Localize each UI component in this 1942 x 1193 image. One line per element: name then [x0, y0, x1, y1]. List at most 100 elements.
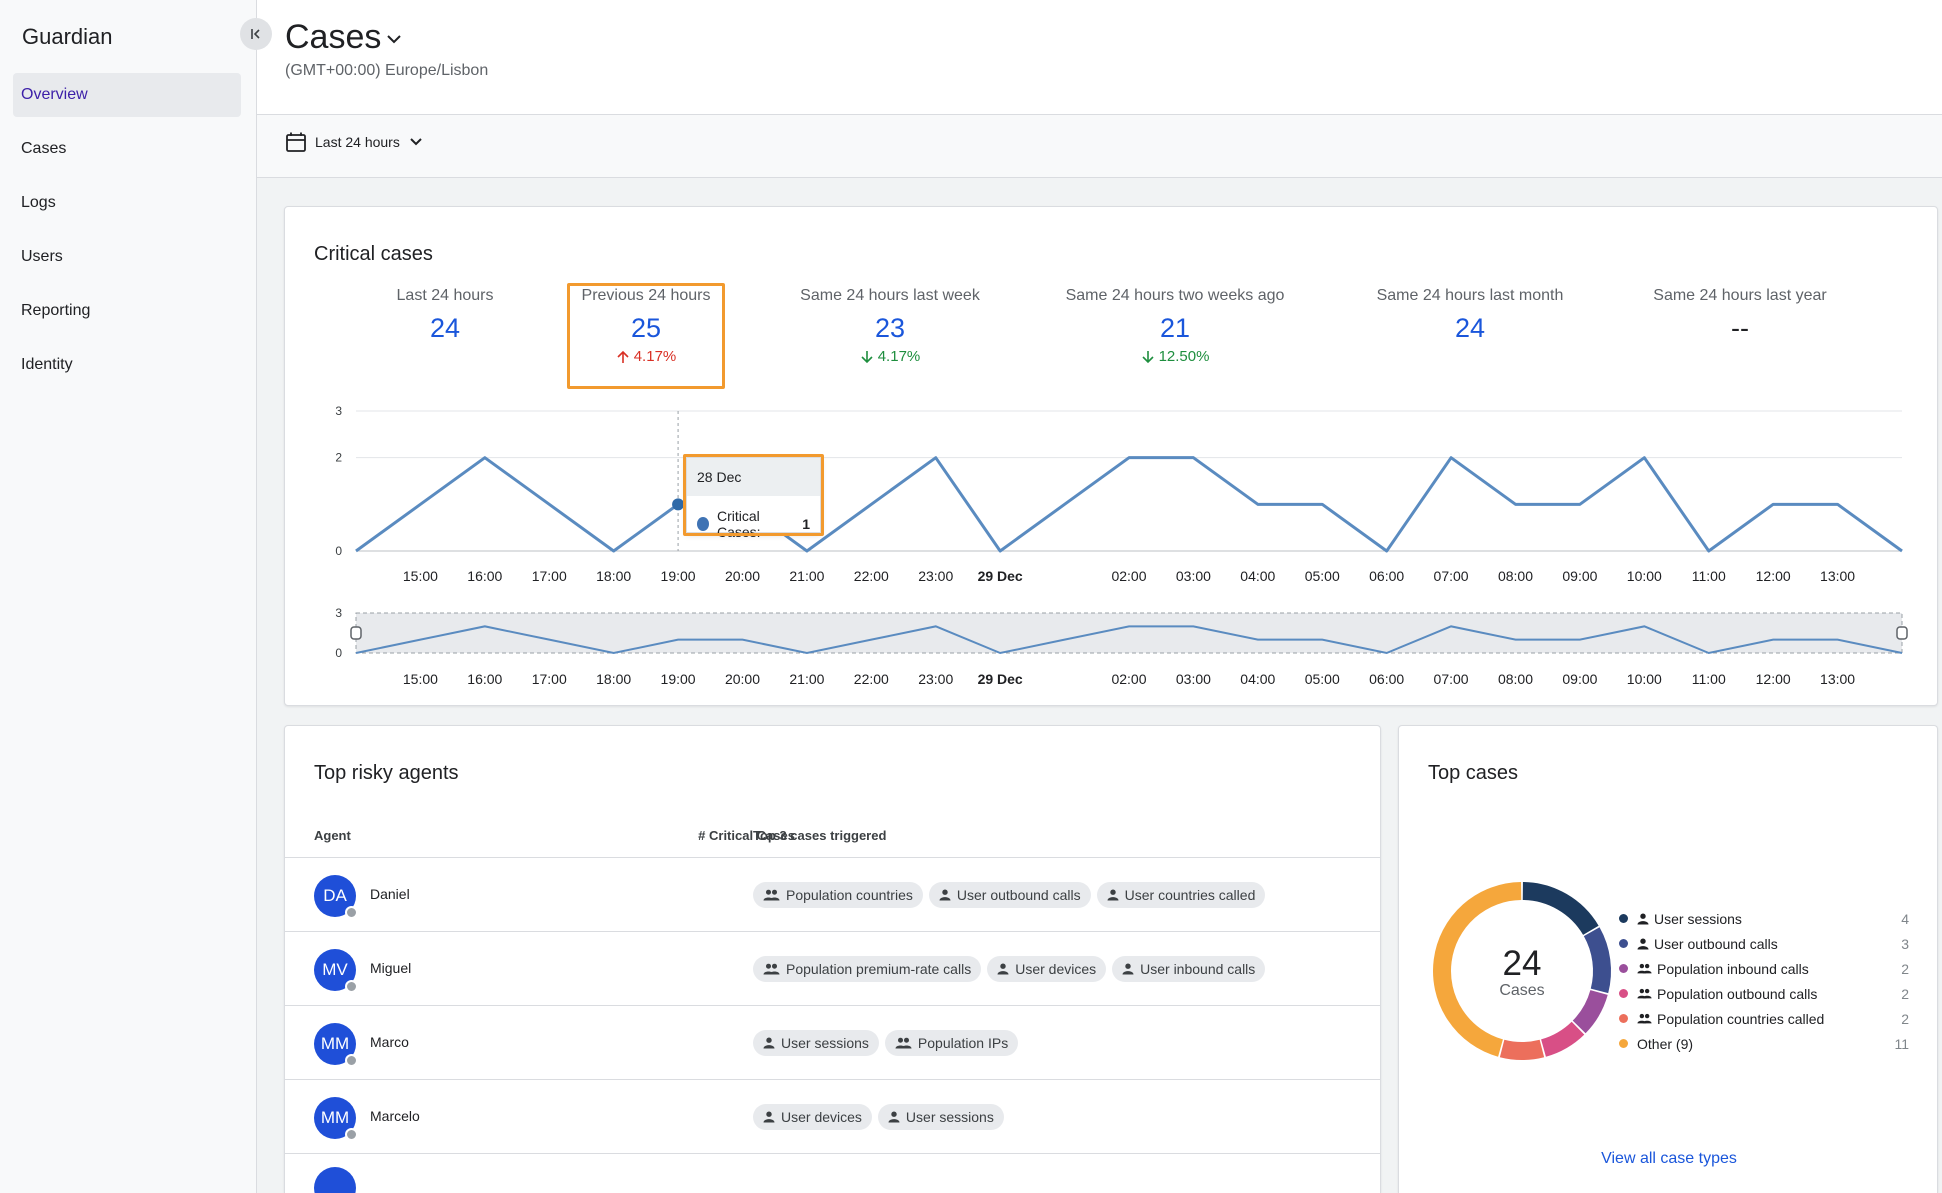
x-tick-label: 04:00 — [1240, 568, 1275, 584]
group-icon — [1637, 1013, 1652, 1024]
x-tick-label: 19:00 — [661, 568, 696, 584]
navigator-handle[interactable] — [350, 626, 362, 640]
top-risky-agents-card: Top risky agents Agent # Critical Cases … — [284, 725, 1381, 1193]
donut-slice[interactable] — [1572, 989, 1608, 1034]
group-icon — [763, 963, 780, 975]
legend-label: User sessions — [1654, 910, 1742, 927]
avatar: MM — [314, 1023, 358, 1067]
agent-name[interactable]: Marcelo — [370, 1108, 420, 1124]
time-range-dropdown[interactable]: Last 24 hours — [285, 131, 424, 153]
navigator-x-tick-label: 29 Dec — [978, 671, 1023, 687]
legend-item[interactable]: Population outbound calls 2 — [1619, 981, 1909, 1006]
filter-bar: Last 24 hours — [257, 115, 1942, 178]
case-chips: Population premium-rate calls User devic… — [753, 956, 1266, 982]
navigator-x-tick-label: 10:00 — [1627, 671, 1662, 687]
case-chip[interactable]: User outbound calls — [928, 882, 1091, 908]
legend-value: 2 — [1901, 985, 1909, 1002]
legend-item[interactable]: Population inbound calls 2 — [1619, 956, 1909, 981]
calendar-icon — [286, 132, 306, 152]
case-chip[interactable]: User countries called — [1096, 882, 1266, 908]
navigator-x-tick-label: 21:00 — [789, 671, 824, 687]
chevron-down-icon[interactable] — [385, 30, 403, 48]
person-icon — [1637, 913, 1649, 925]
card-title: Critical cases — [314, 243, 433, 265]
group-icon — [895, 1037, 912, 1049]
legend-item[interactable]: User sessions 4 — [1619, 906, 1909, 931]
top-cases-donut-chart[interactable] — [1427, 876, 1617, 1066]
case-chip[interactable]: User devices — [987, 956, 1107, 982]
kpi-label: Last 24 hours — [396, 287, 494, 304]
view-all-case-types-link[interactable]: View all case types — [1601, 1150, 1737, 1167]
x-tick-label: 07:00 — [1434, 568, 1469, 584]
navigator-x-tick-label: 22:00 — [854, 671, 889, 687]
x-tick-label: 06:00 — [1369, 568, 1404, 584]
arrow-down-icon — [1141, 350, 1154, 363]
table-row[interactable]: DA Daniel 4 Population countries User ou… — [285, 857, 1380, 931]
agent-name[interactable]: Miguel — [370, 960, 412, 976]
group-icon — [763, 889, 780, 901]
kpi-last-month: Same 24 hours last month 24 — [1355, 287, 1585, 344]
sidebar-item-identity[interactable]: Identity — [21, 356, 73, 373]
legend-item[interactable]: Other (9) 11 — [1619, 1031, 1909, 1056]
case-chip[interactable]: Population IPs — [884, 1030, 1019, 1056]
sidebar: Guardian Overview Cases Logs Users Repor… — [0, 0, 257, 1193]
kpi-value: 23 — [874, 313, 906, 343]
sidebar-item-logs[interactable]: Logs — [21, 194, 56, 211]
x-tick-label: 23:00 — [918, 568, 953, 584]
donut-slice[interactable] — [1522, 882, 1599, 936]
agent-name[interactable]: Daniel — [370, 886, 410, 902]
agent-name[interactable]: Marco — [370, 1034, 409, 1050]
legend-value: 4 — [1901, 910, 1909, 927]
donut-slice[interactable] — [1583, 927, 1611, 994]
case-chip[interactable]: User devices — [753, 1104, 872, 1130]
sidebar-item-cases[interactable]: Cases — [21, 140, 67, 157]
case-chip[interactable]: User inbound calls — [1112, 956, 1266, 982]
collapse-sidebar-button[interactable] — [240, 18, 272, 50]
status-indicator — [345, 1128, 358, 1141]
legend-item[interactable]: Population countries called 2 — [1619, 1006, 1909, 1031]
page-title[interactable]: Cases — [285, 18, 382, 56]
donut-slice[interactable] — [1540, 1021, 1585, 1057]
table-row[interactable]: MV Miguel 3 Population premium-rate call… — [285, 931, 1380, 1005]
table-row[interactable]: MM Marcelo 2 User devices User sessions — [285, 1079, 1380, 1153]
navigator-handle[interactable] — [1896, 626, 1908, 640]
tooltip-value: 1 — [802, 516, 810, 532]
sidebar-item-users[interactable]: Users — [21, 248, 63, 265]
donut-slice[interactable] — [1433, 882, 1522, 1057]
kpi-last-24h: Last 24 hours 24 — [345, 287, 545, 344]
case-chip[interactable]: Population premium-rate calls — [753, 956, 982, 982]
navigator-x-tick-label: 07:00 — [1434, 671, 1469, 687]
sidebar-item-reporting[interactable]: Reporting — [21, 302, 91, 319]
arrow-down-icon — [861, 350, 873, 363]
navigator-line — [355, 625, 1903, 655]
column-header-agent[interactable]: Agent — [314, 828, 351, 843]
navigator-x-tick-label: 08:00 — [1498, 671, 1533, 687]
kpi-delta: 12.50% — [1045, 348, 1305, 365]
kpi-last-year: Same 24 hours last year -- — [1625, 287, 1855, 344]
kpi-value: 25 — [630, 313, 662, 343]
avatar: DA — [314, 875, 358, 919]
sidebar-nav: Overview Cases Logs Users Reporting Iden… — [13, 73, 241, 397]
legend-item[interactable]: User outbound calls 3 — [1619, 931, 1909, 956]
navigator-x-tick-label: 18:00 — [596, 671, 631, 687]
table-row[interactable]: MM Marco 3 User sessions Population IPs — [285, 1005, 1380, 1079]
sidebar-item-overview[interactable]: Overview — [13, 73, 241, 117]
y-tick-label: 3 — [335, 404, 342, 418]
x-tick-label: 15:00 — [403, 568, 438, 584]
navigator-x-tick-label: 05:00 — [1305, 671, 1340, 687]
case-chip[interactable]: User sessions — [877, 1104, 1004, 1130]
x-tick-label: 29 Dec — [978, 568, 1023, 584]
navigator-x-tick-label: 20:00 — [725, 671, 760, 687]
group-icon — [1637, 963, 1652, 974]
donut-center: 24 Cases — [1427, 946, 1617, 1000]
kpi-delta-value: 4.17% — [877, 348, 921, 365]
column-header-critical-cases[interactable]: # Critical Cases — [698, 828, 795, 843]
case-chip[interactable]: User sessions — [753, 1030, 879, 1056]
table-row[interactable] — [285, 1153, 1380, 1193]
legend-dot — [1619, 1014, 1628, 1023]
case-chip[interactable]: Population countries — [753, 882, 923, 908]
navigator-x-tick-label: 09:00 — [1562, 671, 1597, 687]
donut-slice[interactable] — [1499, 1039, 1545, 1060]
person-icon — [1637, 938, 1649, 950]
